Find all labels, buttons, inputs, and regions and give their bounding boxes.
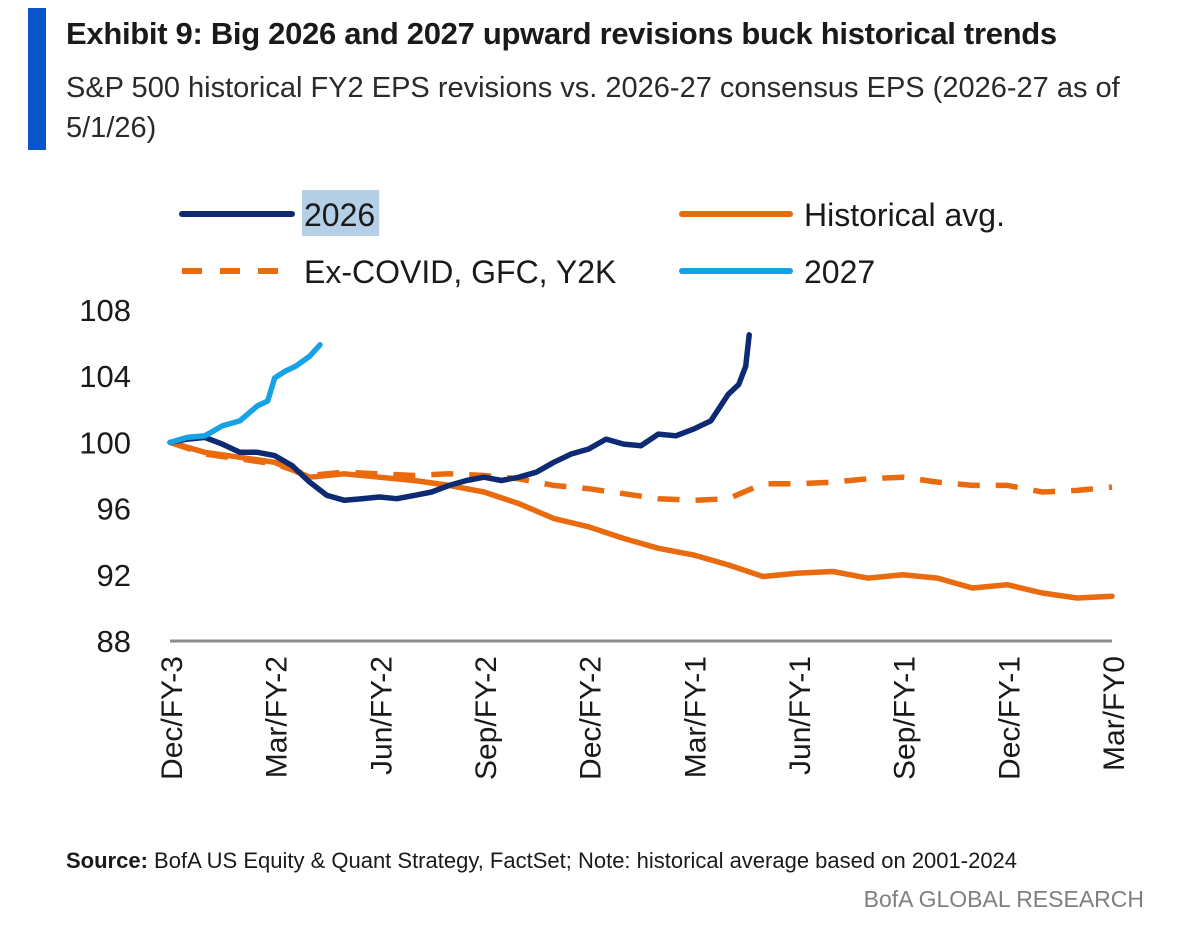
series-line-2026	[167, 332, 752, 504]
x-tick-label: Mar/FY-1	[679, 656, 712, 778]
series-line-hist	[167, 439, 1115, 601]
y-tick-label: 92	[97, 558, 131, 593]
y-tick-label: 96	[97, 492, 131, 527]
exhibit-title: Exhibit 9: Big 2026 and 2027 upward revi…	[66, 16, 1057, 51]
legend-highlight	[302, 190, 380, 236]
y-tick-label: 100	[79, 425, 131, 460]
brand-footer: BofA GLOBAL RESEARCH	[863, 886, 1144, 912]
x-tick-label: Mar/FY-2	[261, 656, 294, 778]
series-line-excovid	[169, 439, 1113, 504]
x-tick-label: Dec/FY-3	[156, 656, 189, 780]
legend-label-2027: 2027	[804, 254, 875, 290]
series-line-2027	[167, 342, 323, 446]
x-axis: Dec/FY-3 Mar/FY-2 Jun/FY-2 Sep/FY-2 Dec/FY-2…	[156, 639, 1131, 780]
x-tick-label: Sep/FY-1	[889, 656, 922, 780]
y-axis: 88 92 96 100 104 108	[79, 293, 131, 659]
source-text: BofA US Equity & Quant Strategy, FactSet…	[154, 848, 1018, 873]
legend-label-2026: 2026	[304, 197, 375, 233]
y-tick-label: 108	[79, 293, 131, 328]
exhibit-subtitle: S&P 500 historical FY2 EPS revisions vs.…	[66, 72, 1120, 144]
source-note: Source: BofA US Equity & Quant Strategy,…	[66, 848, 1017, 874]
x-tick-label: Mar/FY0	[1098, 656, 1131, 771]
plot-area	[167, 332, 1115, 601]
source-label: Source:	[66, 848, 148, 873]
accent-bar	[28, 8, 46, 150]
y-tick-label: 104	[79, 359, 131, 394]
x-tick-label: Jun/FY-2	[365, 656, 398, 775]
y-tick-label: 88	[97, 624, 131, 659]
legend-label-hist: Historical avg.	[804, 197, 1005, 233]
x-tick-label: Jun/FY-1	[784, 656, 817, 775]
x-tick-label: Dec/FY-2	[575, 656, 608, 780]
x-tick-label: Dec/FY-1	[993, 656, 1026, 780]
chart-legend: 2026 Historical avg. Ex-COVID, GFC, Y2K 202…	[179, 190, 1005, 290]
legend-label-excovid: Ex-COVID, GFC, Y2K	[304, 254, 616, 290]
x-tick-label: Sep/FY-2	[470, 656, 503, 780]
